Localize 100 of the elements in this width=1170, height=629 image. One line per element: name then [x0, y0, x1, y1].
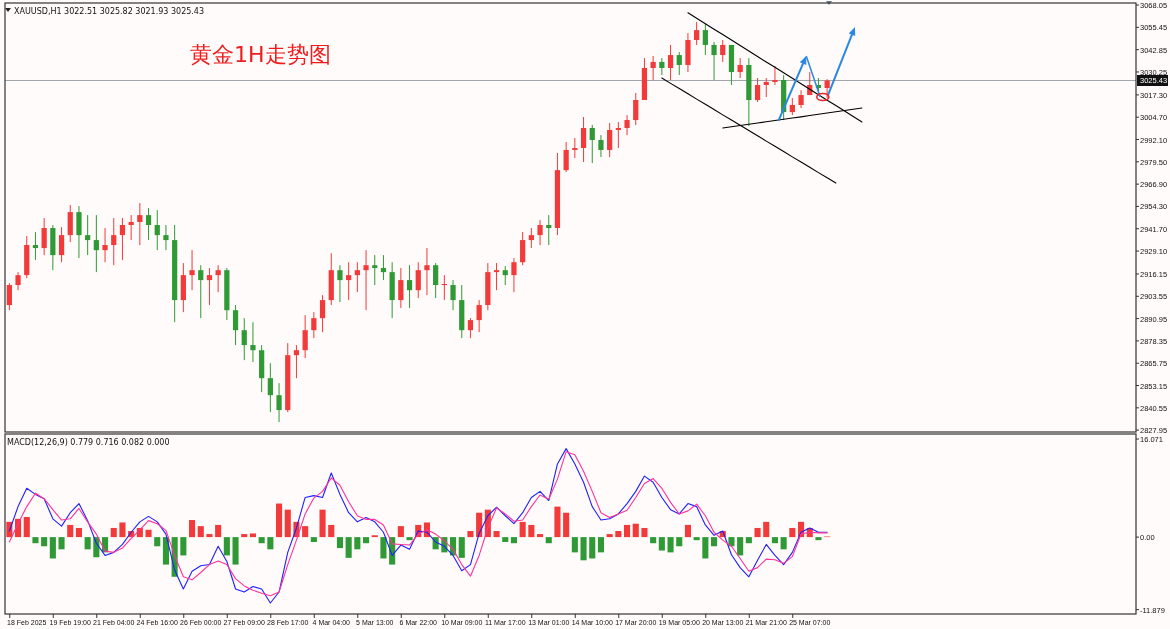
bar: [632, 523, 639, 538]
candlestick: [772, 65, 778, 86]
candlestick: [102, 227, 108, 263]
candlestick: [41, 217, 47, 256]
candlestick: [363, 249, 369, 311]
candlestick: [624, 114, 630, 136]
bar: [41, 537, 48, 547]
candlestick: [32, 231, 39, 261]
bar: [667, 537, 674, 553]
candlestick: [145, 207, 152, 241]
bar: [641, 527, 648, 538]
candlestick: [380, 254, 387, 281]
bar: [284, 509, 291, 538]
bar: [519, 521, 526, 538]
candlestick: [163, 224, 169, 251]
bar: [380, 537, 387, 559]
candlestick: [406, 264, 413, 309]
bar: [537, 534, 544, 538]
candlestick: [415, 261, 421, 299]
bar: [502, 537, 509, 542]
bar: [49, 537, 56, 559]
bar: [189, 520, 196, 538]
candlestick: [754, 77, 761, 103]
bar: [215, 524, 222, 538]
bar: [197, 526, 204, 538]
candlestick: [232, 304, 239, 346]
bar: [249, 533, 256, 538]
bar: [206, 534, 213, 538]
candlestick: [215, 264, 221, 293]
candlestick: [267, 362, 273, 413]
bar: [493, 531, 500, 538]
bar: [458, 537, 465, 558]
bar: [737, 537, 744, 556]
candlestick: [302, 314, 308, 359]
candlestick: [111, 217, 117, 266]
bar: [258, 537, 265, 544]
candlestick: [128, 214, 134, 241]
candlestick: [424, 247, 430, 296]
candlestick: [276, 382, 282, 423]
bar: [676, 537, 683, 547]
bar: [597, 537, 604, 553]
candlestick: [293, 344, 300, 379]
bar: [119, 522, 126, 538]
candlestick: [198, 264, 204, 319]
annotation: MACD(12,26,9) 0.779 0.716 0.082 0.000: [7, 438, 170, 447]
candlestick: [502, 265, 508, 286]
candlestick: [85, 214, 91, 256]
bar: [745, 537, 752, 544]
candlestick: [546, 214, 552, 246]
candlestick: [737, 57, 743, 79]
candlestick: [711, 41, 717, 81]
bar: [32, 537, 39, 544]
bar: [510, 537, 517, 544]
bar: [267, 537, 274, 550]
candlestick: [6, 282, 12, 311]
bar: [711, 537, 718, 547]
bar: [345, 537, 352, 558]
candlestick: [520, 231, 526, 266]
bar: [693, 537, 700, 541]
bar: [467, 531, 474, 538]
bar: [319, 509, 326, 538]
bar: [815, 537, 822, 541]
candlestick: [119, 217, 126, 261]
candlestick: [476, 299, 482, 333]
candlestick: [493, 262, 500, 291]
bar: [310, 537, 317, 542]
bar: [58, 537, 65, 550]
bar: [180, 537, 187, 556]
candlestick: [354, 261, 360, 293]
candlestick: [67, 204, 73, 243]
candlestick: [633, 92, 639, 126]
bar: [624, 524, 631, 538]
bar: [363, 537, 370, 544]
candlestick: [398, 267, 404, 309]
candlestick: [650, 55, 656, 81]
candlestick: [467, 317, 474, 339]
bar: [754, 527, 761, 538]
bar: [528, 524, 535, 538]
candlestick: [598, 134, 604, 158]
candlestick: [615, 121, 621, 149]
bar: [545, 537, 552, 544]
candlestick: [76, 205, 82, 259]
annotation: XAUUSD,H1 3022.51 3025.82 3021.93 3025.43: [14, 7, 205, 16]
candlestick: [694, 21, 700, 46]
candlestick: [346, 261, 352, 301]
candlestick: [250, 321, 256, 363]
candlestick: [607, 122, 613, 158]
bar: [84, 537, 91, 550]
candlestick: [319, 294, 326, 333]
candlestick: [528, 227, 534, 249]
bar: [75, 527, 82, 538]
candlestick: [580, 116, 587, 163]
candlestick: [93, 214, 99, 273]
candlestick: [589, 124, 595, 164]
candlestick: [450, 279, 456, 311]
candlestick: [58, 226, 65, 263]
bar: [771, 537, 778, 544]
candlestick: [189, 249, 195, 291]
candlestick: [311, 311, 317, 339]
bar: [23, 516, 30, 538]
